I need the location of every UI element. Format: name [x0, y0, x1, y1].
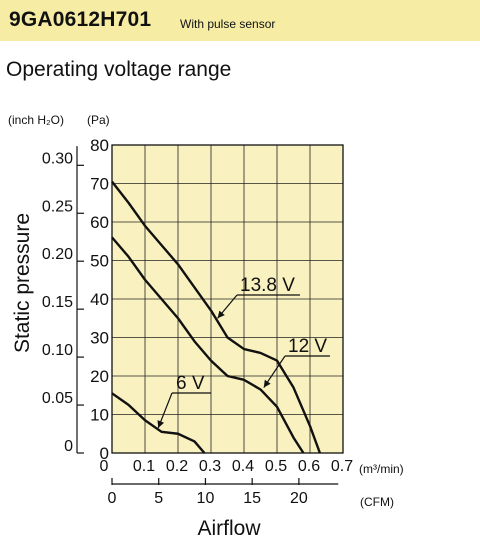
y-tick-label-pa: 60 [90, 213, 109, 232]
x-tick-label-cfm: 10 [197, 490, 215, 507]
y-tick-label-inch: 0.25 [42, 198, 73, 215]
y-tick-label-inch: 0.10 [42, 342, 73, 359]
x-tick-label-cfm: 0 [108, 490, 117, 507]
labels: 0102030405060708000.050.100.150.200.250.… [8, 113, 404, 540]
y-unit-inch: (inch H₂O) [8, 113, 64, 127]
y-tick-label-inch: 0.15 [42, 294, 73, 311]
y-tick-label-pa: 50 [90, 252, 109, 271]
x-tick-label-m3: 0 [100, 458, 109, 475]
plot-frame [111, 144, 344, 454]
x-tick-label-cfm: 5 [154, 490, 163, 507]
header-bar [0, 0, 480, 41]
y-tick-label-pa: 30 [90, 329, 109, 348]
curve-label-arrowhead [263, 379, 271, 388]
y-tick-label-pa: 80 [90, 136, 109, 155]
y-tick-label-inch: 0.05 [42, 390, 73, 407]
model-number: 9GA0612H701 [9, 8, 152, 31]
curves [111, 180, 322, 454]
curve-label-arrowhead [217, 310, 225, 319]
x-tick-label-m3: 0.6 [298, 458, 320, 475]
chart-subtitle: Operating voltage range [6, 58, 232, 81]
x-unit-cfm: (CFM) [360, 495, 394, 509]
curve-label-2: 12 V [288, 336, 327, 357]
x-tick-label-cfm: 20 [290, 490, 308, 507]
x-tick-label-m3: 0.5 [265, 458, 287, 475]
curve-label-1: 13.8 V [240, 275, 295, 296]
grid-lines [112, 145, 343, 453]
x-axis-title: Airflow [197, 517, 261, 540]
y-tick-label-pa: 10 [90, 406, 109, 425]
axes [76, 144, 344, 485]
y-tick-label-pa: 20 [90, 367, 109, 386]
curve-label-arrowhead [157, 420, 165, 428]
x-tick-label-m3: 0.2 [166, 458, 188, 475]
x-tick-label-m3: 0.7 [331, 458, 353, 475]
x-tick-label-m3: 0.4 [232, 458, 254, 475]
y-tick-label-pa: 40 [90, 290, 109, 309]
series-line-1 [111, 180, 322, 454]
y-tick-label-inch: 0.30 [42, 150, 73, 167]
y-tick-label-inch: 0 [64, 438, 73, 455]
series-line-2 [111, 236, 305, 454]
x-unit-m3: (m³/min) [359, 462, 404, 476]
curve-label-3: 6 V [176, 373, 205, 394]
y-unit-pa: (Pa) [87, 113, 110, 127]
x-tick-label-m3: 0.1 [133, 458, 155, 475]
y-tick-label-inch: 0.20 [42, 246, 73, 263]
x-tick-label-cfm: 15 [243, 490, 261, 507]
x-tick-label-m3: 0.3 [199, 458, 221, 475]
y-axis-title: Static pressure [11, 213, 34, 353]
y-tick-label-pa: 0 [100, 444, 109, 463]
series-line-3 [111, 392, 206, 454]
model-tag: With pulse sensor [180, 17, 276, 31]
y-tick-label-pa: 70 [90, 175, 109, 194]
